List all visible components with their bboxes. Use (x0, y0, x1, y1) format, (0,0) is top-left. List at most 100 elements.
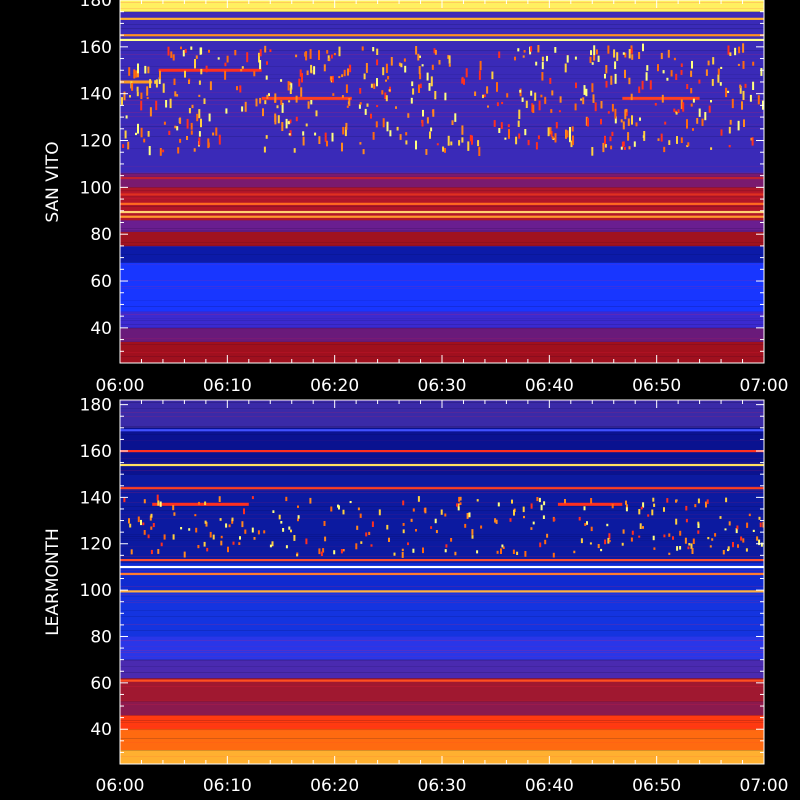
rfi-speckle (158, 77, 161, 84)
rfi-speckle (280, 521, 283, 524)
rfi-speckle (389, 130, 392, 137)
rfi-speckle (323, 521, 326, 526)
rfi-speckle (323, 64, 326, 72)
rfi-speckle (386, 121, 389, 132)
rfi-speckle (725, 497, 728, 503)
rfi-speckle (349, 64, 352, 73)
rfi-speckle (266, 61, 268, 65)
rfi-speckle (179, 138, 182, 143)
rfi-speckle (318, 548, 321, 555)
rfi-speckle (295, 116, 298, 122)
emission-line (120, 565, 764, 569)
rfi-speckle (177, 147, 180, 154)
rfi-speckle (647, 514, 650, 517)
rfi-speckle (142, 522, 145, 526)
rfi-speckle (727, 90, 730, 93)
rfi-speckle (496, 102, 499, 107)
rfi-speckle (193, 148, 196, 152)
rfi-speckle (365, 63, 368, 73)
frequency-band (120, 231, 764, 246)
rfi-speckle (555, 122, 558, 129)
rfi-speckle (697, 523, 700, 528)
rfi-speckle (707, 60, 710, 66)
rfi-speckle (174, 125, 177, 129)
rfi-speckle (645, 72, 648, 81)
emission-line (120, 429, 764, 432)
rfi-speckle (204, 501, 207, 506)
rfi-speckle (751, 137, 754, 146)
rfi-speckle (692, 128, 694, 131)
rfi-speckle (666, 498, 669, 503)
rfi-speckle (330, 506, 333, 512)
rfi-speckle (624, 52, 627, 58)
rfi-speckle (207, 138, 210, 149)
y-tick-label: 180 (80, 396, 112, 416)
rfi-speckle (710, 100, 712, 103)
rfi-speckle (341, 142, 343, 152)
rfi-speckle (589, 56, 592, 63)
rfi-speckle (698, 79, 701, 84)
rfi-speckle (357, 507, 360, 511)
rfi-speckle (728, 521, 731, 526)
rfi-speckle (434, 49, 437, 55)
rfi-speckle (602, 142, 605, 153)
rfi-speckle (463, 78, 465, 85)
rfi-speckle (607, 537, 610, 544)
rfi-speckle (571, 135, 574, 146)
rfi-speckle (701, 118, 704, 126)
rfi-speckle (538, 100, 541, 111)
rfi-speckle (194, 514, 197, 517)
rfi-speckle (149, 79, 152, 88)
rfi-speckle (502, 546, 505, 549)
rfi-speckle (305, 51, 308, 61)
x-tick-label: 06:00 (96, 376, 145, 396)
rfi-speckle (600, 118, 602, 125)
rfi-speckle (611, 503, 614, 509)
rfi-speckle (466, 513, 469, 519)
rfi-speckle (167, 46, 170, 56)
rfi-speckle (465, 68, 468, 78)
rfi-speckle (468, 512, 471, 518)
frequency-band (120, 311, 764, 328)
rfi-speckle (203, 541, 206, 547)
rfi-speckle (742, 538, 745, 543)
rfi-speckle (140, 92, 143, 100)
rfi-speckle (710, 147, 713, 150)
rfi-speckle (590, 50, 592, 56)
rfi-speckle (180, 46, 182, 50)
rfi-speckle (129, 95, 131, 98)
rfi-speckle (388, 537, 390, 542)
rfi-speckle (501, 544, 504, 548)
rfi-speckle (719, 82, 722, 86)
rfi-speckle (144, 65, 147, 74)
rfi-speckle (538, 497, 541, 503)
rfi-speckle (469, 138, 472, 142)
frequency-band (120, 729, 764, 751)
rfi-speckle (543, 501, 546, 506)
rfi-speckle (240, 69, 243, 72)
rfi-speckle (376, 105, 379, 108)
rfi-speckle (333, 550, 336, 555)
rfi-speckle (605, 65, 608, 74)
rfi-speckle (631, 530, 634, 535)
rfi-speckle (623, 146, 626, 150)
rfi-speckle (331, 132, 334, 142)
rfi-speckle (264, 45, 267, 53)
rfi-speckle (342, 509, 345, 515)
rfi-speckle (544, 96, 547, 104)
rfi-speckle (530, 503, 533, 509)
rfi-speckle (263, 530, 266, 534)
rfi-speckle (290, 529, 292, 533)
emission-line (120, 679, 764, 682)
rfi-speckle (680, 70, 683, 75)
rfi-speckle (147, 66, 150, 74)
rfi-speckle (653, 503, 656, 507)
rfi-speckle (508, 129, 510, 139)
rfi-speckle (204, 520, 207, 524)
rfi-speckle (622, 121, 625, 130)
rfi-speckle (159, 70, 161, 80)
rfi-speckle (393, 552, 396, 556)
rfi-speckle (432, 109, 435, 117)
rfi-speckle (743, 119, 745, 127)
rfi-speckle (657, 138, 660, 141)
